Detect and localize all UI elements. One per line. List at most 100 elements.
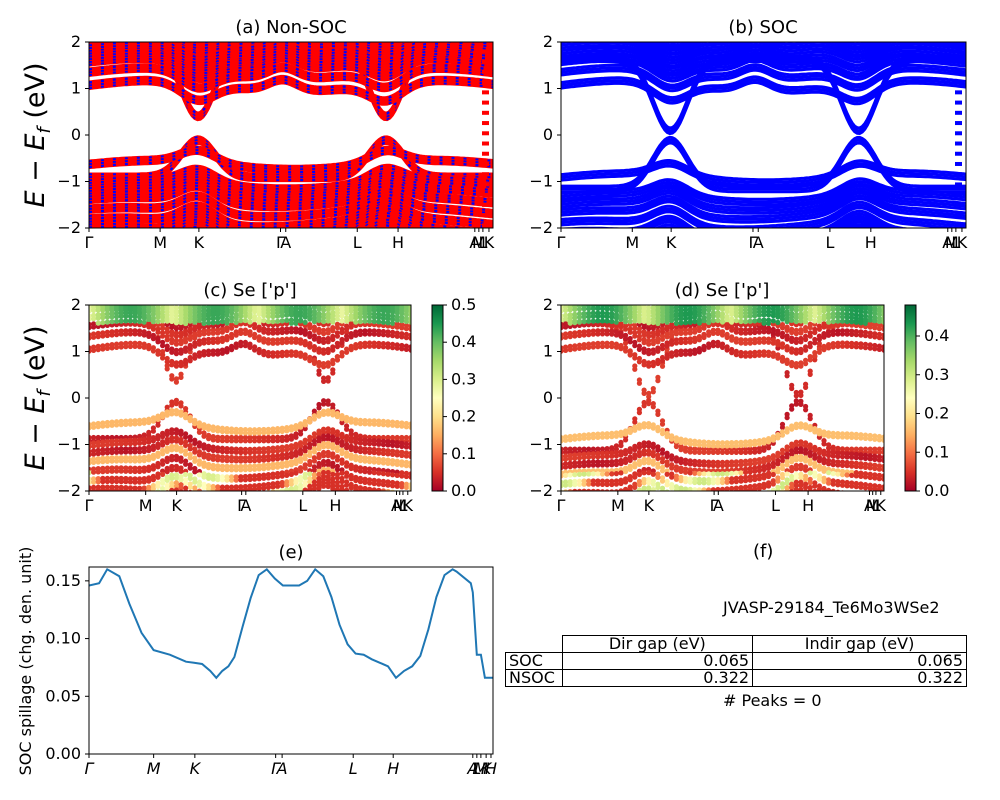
projection-point bbox=[715, 339, 721, 345]
projection-point bbox=[408, 297, 413, 302]
projection-point bbox=[261, 502, 266, 507]
projection-point bbox=[669, 338, 675, 344]
projection-point bbox=[344, 437, 350, 443]
projection-point bbox=[766, 349, 772, 355]
projection-point bbox=[96, 504, 101, 509]
projection-point bbox=[376, 500, 381, 505]
projection-point bbox=[132, 328, 138, 334]
projection-point bbox=[650, 386, 656, 392]
projection-point bbox=[798, 318, 804, 324]
projection-point bbox=[187, 475, 193, 481]
projection-point bbox=[756, 349, 763, 355]
projection-point bbox=[798, 335, 804, 342]
projection-point bbox=[270, 438, 276, 444]
projection-point bbox=[330, 300, 335, 305]
projection-point bbox=[599, 454, 606, 460]
projection-point bbox=[137, 292, 142, 297]
projection-point bbox=[572, 472, 578, 478]
projection-point bbox=[265, 349, 271, 356]
projection-point bbox=[247, 311, 253, 317]
projection-point bbox=[613, 433, 620, 439]
projection-point bbox=[655, 357, 661, 363]
projection-point bbox=[613, 453, 620, 459]
projection-point bbox=[155, 453, 161, 459]
projection-point bbox=[371, 441, 377, 447]
projection-point bbox=[132, 498, 137, 503]
projection-point bbox=[618, 293, 623, 298]
projection-point bbox=[334, 466, 340, 473]
projection-point bbox=[119, 290, 124, 295]
projection-point bbox=[220, 509, 225, 514]
projection-point bbox=[664, 471, 670, 477]
projection-point bbox=[696, 334, 703, 340]
projection-point bbox=[770, 471, 776, 478]
projection-point bbox=[118, 310, 124, 316]
projection-point bbox=[118, 468, 124, 474]
projection-point bbox=[752, 326, 758, 332]
projection-point bbox=[261, 475, 267, 481]
projection-point bbox=[692, 318, 698, 325]
projection-point bbox=[89, 345, 92, 351]
projection-point bbox=[706, 462, 712, 468]
projection-point bbox=[146, 487, 152, 491]
projection-point bbox=[95, 320, 101, 326]
projection-point bbox=[881, 298, 886, 303]
projection-point bbox=[586, 454, 592, 460]
projection-point bbox=[563, 437, 569, 443]
projection-point bbox=[821, 460, 827, 466]
projection-point bbox=[632, 330, 638, 336]
projection-point bbox=[242, 467, 248, 473]
projection-point bbox=[252, 305, 258, 308]
projection-point bbox=[390, 295, 395, 300]
projection-point bbox=[807, 453, 813, 459]
projection-point bbox=[701, 471, 707, 477]
projection-point bbox=[733, 336, 739, 342]
projection-point bbox=[701, 305, 707, 310]
projection-point bbox=[114, 458, 120, 464]
projection-point bbox=[669, 474, 675, 480]
projection-point bbox=[348, 313, 354, 319]
projection-point bbox=[605, 291, 610, 296]
projection-point bbox=[747, 318, 753, 324]
projection-point bbox=[233, 429, 239, 436]
projection-point bbox=[114, 305, 120, 308]
projection-point bbox=[160, 471, 166, 477]
projection-point bbox=[561, 313, 564, 319]
projection-point bbox=[558, 295, 563, 300]
projection-point bbox=[197, 497, 202, 502]
projection-point bbox=[160, 434, 166, 440]
projection-point bbox=[151, 300, 156, 305]
projection-point bbox=[362, 291, 367, 296]
projection-point bbox=[738, 318, 744, 325]
projection-point bbox=[192, 421, 198, 427]
projection-point bbox=[826, 445, 832, 451]
projection-point bbox=[224, 497, 229, 502]
projection-point bbox=[155, 318, 161, 325]
projection-point bbox=[664, 352, 670, 358]
projection-point bbox=[399, 295, 404, 300]
projection-point bbox=[123, 328, 129, 334]
projection-point bbox=[211, 501, 216, 506]
projection-point bbox=[798, 311, 804, 317]
projection-point bbox=[339, 460, 345, 466]
projection-point bbox=[380, 319, 386, 325]
projection-point bbox=[109, 487, 115, 491]
x-tick-label: A bbox=[942, 233, 953, 252]
y-tick-label: 1 bbox=[71, 79, 81, 98]
points-group bbox=[558, 287, 886, 491]
projection-point bbox=[840, 298, 845, 303]
projection-point bbox=[137, 340, 143, 346]
projection-point bbox=[385, 422, 391, 428]
projection-point bbox=[752, 441, 758, 447]
projection-point bbox=[840, 287, 845, 292]
projection-point bbox=[229, 305, 234, 307]
projection-point bbox=[173, 438, 179, 444]
x-tick-label: K bbox=[666, 233, 677, 252]
projection-point bbox=[339, 450, 345, 457]
projection-point bbox=[219, 335, 225, 341]
projection-point bbox=[160, 442, 166, 448]
projection-point bbox=[618, 321, 624, 327]
projection-point bbox=[353, 439, 359, 446]
projection-point bbox=[188, 497, 193, 502]
